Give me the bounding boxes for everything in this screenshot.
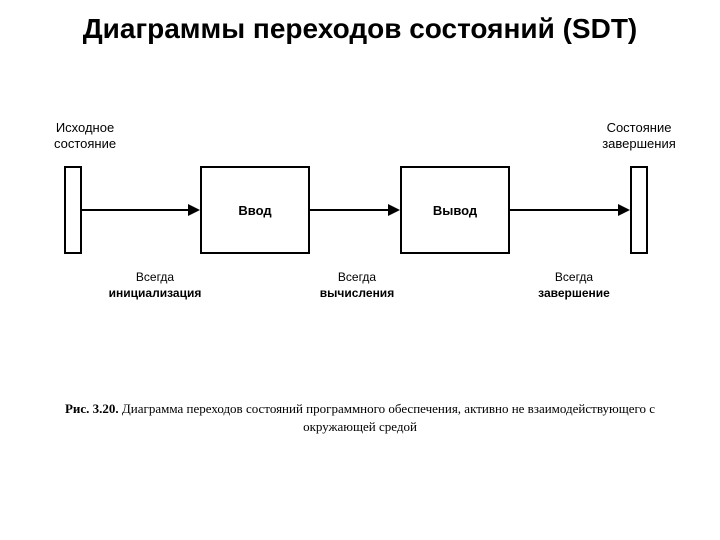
final-state-node (630, 166, 648, 254)
input-node: Ввод (200, 166, 310, 254)
figure-caption: Рис. 3.20. Диаграмма переходов состояний… (50, 400, 670, 435)
caption-prefix: Рис. 3.20. (65, 401, 119, 416)
edge-3-label: Всегда завершение (524, 270, 624, 301)
edge-2-line (310, 209, 390, 211)
edge-3-arrow-icon (618, 204, 630, 216)
edge-3-line (510, 209, 620, 211)
edge-2-arrow-icon (388, 204, 400, 216)
caption-text: Диаграмма переходов состояний программно… (122, 401, 655, 434)
initial-state-node (64, 166, 82, 254)
input-node-label: Ввод (238, 203, 271, 218)
output-node: Вывод (400, 166, 510, 254)
edge-1-label: Всегда инициализация (100, 270, 210, 301)
edge-2-label: Всегда вычисления (312, 270, 402, 301)
final-state-label: Состояниезавершения (584, 120, 694, 151)
edge-1-line (82, 209, 190, 211)
edge-1-arrow-icon (188, 204, 200, 216)
initial-state-label: Исходноесостояние (40, 120, 130, 151)
output-node-label: Вывод (433, 203, 477, 218)
state-diagram: Исходноесостояние Состояниезавершения Вв… (40, 120, 680, 380)
page-title: Диаграммы переходов состояний (SDT) (0, 0, 720, 46)
